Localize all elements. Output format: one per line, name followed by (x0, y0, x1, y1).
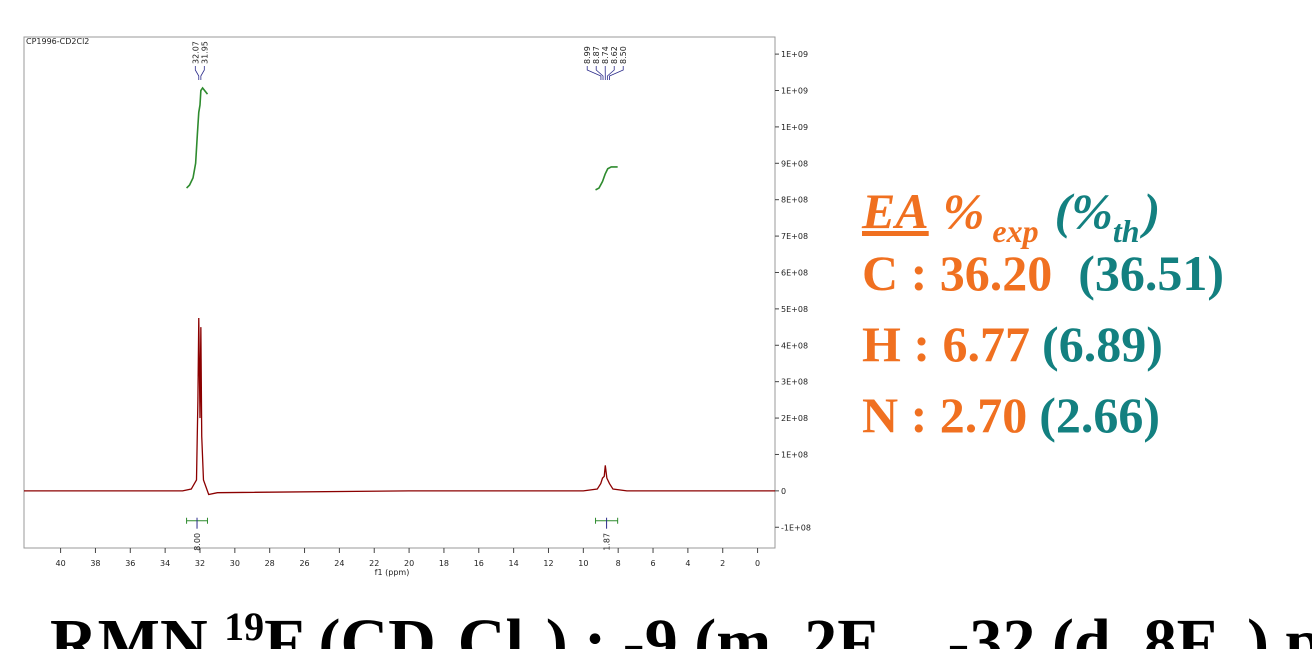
x-tick-label: 24 (334, 559, 344, 568)
y-tick-label: -1E+08 (781, 523, 811, 532)
measured: H : 6.77 (862, 316, 1030, 372)
open: (% (1055, 183, 1113, 239)
measured: N : 2.70 (862, 387, 1027, 443)
x-tick-label: 2 (720, 559, 725, 568)
y-tick-label: 5E+08 (781, 305, 808, 314)
chart-title: CP1996-CD2Cl2 (26, 37, 89, 46)
theory: (2.66) (1039, 387, 1160, 443)
x-tick-label: 16 (474, 559, 484, 568)
integral-label: 1.87 (603, 533, 612, 551)
rmn: RMN (50, 606, 224, 649)
x-tick-label: 10 (578, 559, 588, 568)
peak-label: 8.50 (619, 46, 628, 64)
peak-connector (586, 66, 602, 80)
x-tick-label: 6 (650, 559, 655, 568)
y-tick-label: 8E+08 (781, 196, 808, 205)
analysis: EA% exp (%th) C : 36.20 (36.51) H : 6.77 (6.8… (861, 183, 1224, 443)
x-tick-label: 8 (616, 559, 621, 568)
peak-label: 8.62 (610, 46, 619, 64)
ea-header: EA% exp (%th) (861, 183, 1160, 249)
integral-label: 8.00 (193, 533, 202, 551)
x-tick-label: 22 (369, 559, 379, 568)
x-tick-label: 40 (55, 559, 65, 568)
measured: C : 36.20 (862, 245, 1052, 301)
y-tick-label: 9E+08 (781, 159, 808, 168)
peak-label: 32.07 (191, 41, 200, 64)
x-tick-label: 4 (685, 559, 690, 568)
x-tick-label: 18 (439, 559, 449, 568)
peak-connector (595, 66, 604, 80)
x-tick-label: 38 (90, 559, 100, 568)
x-tick-label: 28 (265, 559, 275, 568)
theory: (36.51) (1078, 245, 1224, 301)
y-tick-label: 1E+09 (781, 87, 808, 96)
y-tick-label: 0 (781, 487, 786, 496)
exp: exp (992, 213, 1038, 249)
analysis-row: H : 6.77 (6.89) (862, 316, 1163, 372)
x-tick-label: 12 (543, 559, 553, 568)
th: th (1113, 213, 1140, 249)
y-tick-label: 1E+09 (781, 50, 808, 59)
y-tick-label: 7E+08 (781, 232, 808, 241)
nucleus: F (CD (264, 606, 436, 649)
x-axis-label: f1 (ppm) (375, 568, 410, 577)
plot-frame (23, 36, 776, 549)
y-tick-label: 6E+08 (781, 268, 808, 277)
percent: % (943, 183, 985, 239)
peak-label: 8.99 (583, 46, 592, 64)
peak-connector (606, 66, 615, 80)
ea: EA (861, 183, 929, 239)
x-tick-label: 36 (125, 559, 135, 568)
series-line (24, 317, 775, 496)
x-tick-label: 32 (195, 559, 205, 568)
second: -32 (d, 8F (948, 606, 1217, 649)
x-tick-label: 30 (230, 559, 240, 568)
y-tick-label: 1E+08 (781, 450, 808, 459)
peak-label: 8.87 (592, 46, 601, 64)
y-tick-label: 4E+08 (781, 341, 808, 350)
x-tick-label: 0 (755, 559, 760, 568)
x-tick-label: 26 (299, 559, 309, 568)
theory: (6.89) (1042, 316, 1163, 372)
first: ) : -9 (m, 2F (546, 606, 878, 649)
series-line (186, 86, 209, 189)
analysis-row: C : 36.20 (36.51) (862, 245, 1224, 301)
peak-connector (200, 66, 205, 80)
x-tick-label: 20 (404, 559, 414, 568)
peak-label: 31.95 (200, 41, 209, 64)
peak-connector (609, 66, 624, 80)
series-line (595, 166, 618, 191)
cl: Cl (458, 606, 524, 649)
end: ) ppm (1247, 606, 1312, 649)
close: ) (1140, 183, 1161, 239)
iso: 19 (224, 604, 264, 649)
footer: RMN 19F (CD Cl ) : -9 (m, 2F -32 (d, 8F ) pp… (50, 604, 1312, 649)
x-tick-label: 14 (509, 559, 519, 568)
y-tick-label: 2E+08 (781, 414, 808, 423)
y-tick-label: 1E+09 (781, 123, 808, 132)
analysis-row: N : 2.70 (2.66) (862, 387, 1160, 443)
y-tick-label: 3E+08 (781, 378, 808, 387)
peak-connector (194, 66, 200, 80)
peak-label: 8.74 (601, 46, 610, 64)
x-tick-label: 34 (160, 559, 170, 568)
